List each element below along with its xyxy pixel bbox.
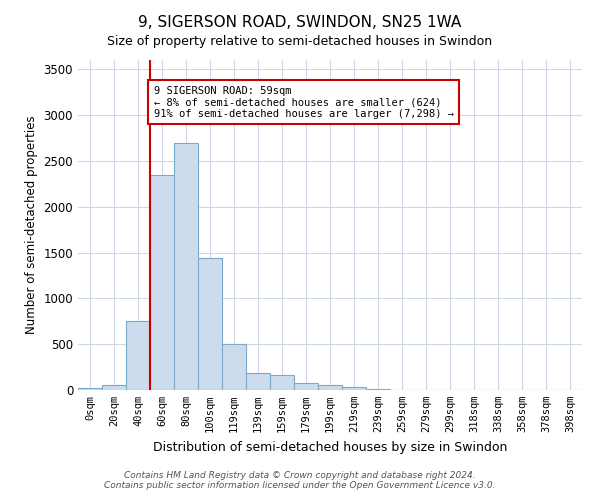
Bar [126, 322, 150, 390]
Bar [366, 389, 390, 390]
Bar [78, 388, 102, 390]
Bar [270, 375, 294, 390]
X-axis label: Distribution of semi-detached houses by size in Swindon: Distribution of semi-detached houses by … [153, 440, 507, 454]
Bar [174, 142, 198, 390]
Text: 9 SIGERSON ROAD: 59sqm
← 8% of semi-detached houses are smaller (624)
91% of sem: 9 SIGERSON ROAD: 59sqm ← 8% of semi-deta… [154, 86, 454, 119]
Bar [198, 258, 222, 390]
Y-axis label: Number of semi-detached properties: Number of semi-detached properties [25, 116, 38, 334]
Bar [246, 372, 270, 390]
Text: Contains HM Land Registry data © Crown copyright and database right 2024.
Contai: Contains HM Land Registry data © Crown c… [104, 470, 496, 490]
Bar [150, 174, 174, 390]
Text: 9, SIGERSON ROAD, SWINDON, SN25 1WA: 9, SIGERSON ROAD, SWINDON, SN25 1WA [139, 15, 461, 30]
Bar [102, 386, 126, 390]
Bar [342, 387, 366, 390]
Bar [294, 382, 318, 390]
Bar [318, 386, 342, 390]
Text: Size of property relative to semi-detached houses in Swindon: Size of property relative to semi-detach… [107, 35, 493, 48]
Bar [222, 344, 246, 390]
